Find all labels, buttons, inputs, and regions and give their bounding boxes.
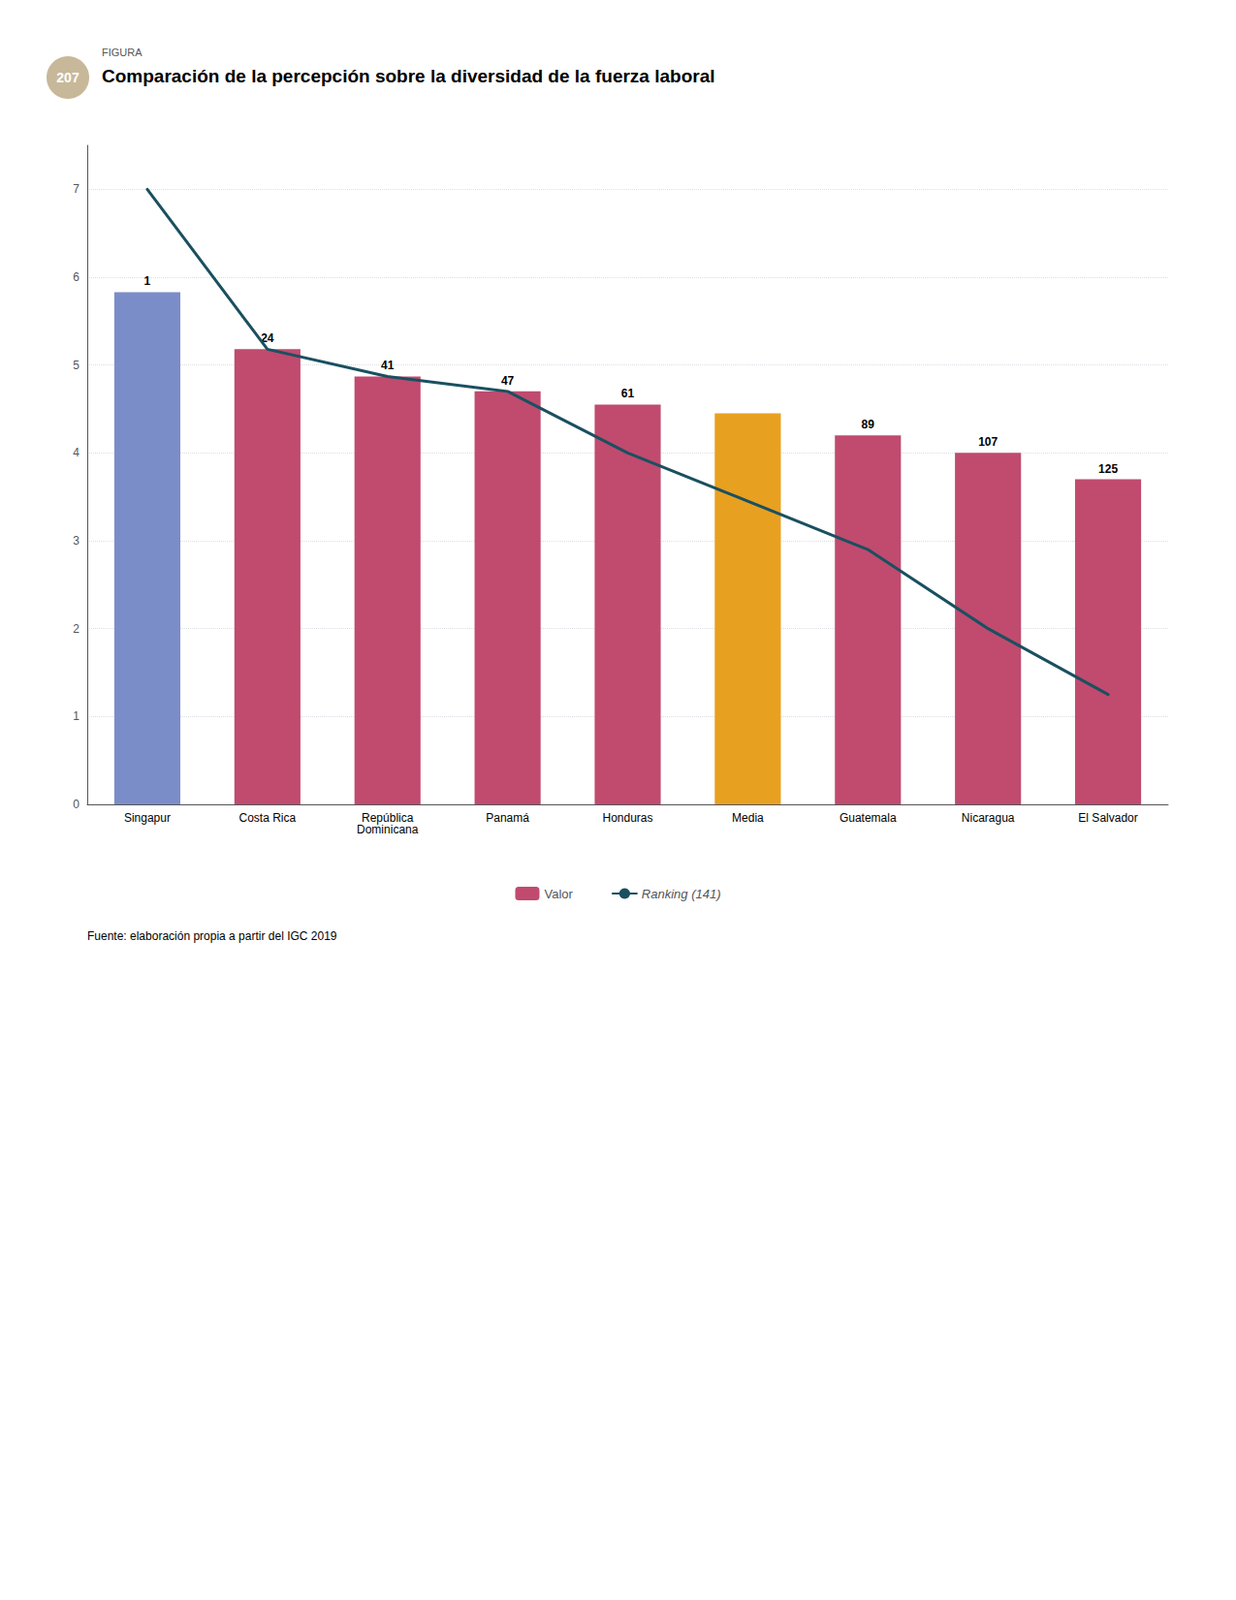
svg-text:1: 1 [144, 274, 152, 288]
svg-text:1: 1 [72, 709, 80, 724]
svg-text:2: 2 [72, 622, 80, 636]
svg-text:Comparación de la percepción s: Comparación de la percepción sobre la di… [101, 65, 715, 87]
svg-text:4: 4 [72, 445, 80, 460]
svg-text:Honduras: Honduras [602, 811, 653, 825]
svg-text:República: República [361, 811, 414, 825]
svg-text:Nicaragua: Nicaragua [961, 811, 1015, 825]
svg-text:24: 24 [260, 331, 274, 346]
svg-text:47: 47 [501, 374, 515, 388]
svg-text:7: 7 [72, 182, 80, 196]
svg-text:3: 3 [72, 534, 80, 548]
svg-text:Singapur: Singapur [124, 811, 171, 825]
svg-text:Dominicana: Dominicana [356, 823, 419, 837]
svg-text:207: 207 [56, 69, 80, 86]
svg-text:6: 6 [72, 270, 80, 285]
svg-text:Panamá: Panamá [485, 811, 530, 825]
svg-text:Guatemala: Guatemala [839, 811, 897, 825]
svg-text:5: 5 [72, 358, 80, 373]
svg-text:Costa Rica: Costa Rica [238, 811, 296, 825]
svg-text:Valor: Valor [543, 887, 573, 902]
svg-text:61: 61 [621, 386, 635, 401]
svg-text:107: 107 [978, 435, 998, 449]
svg-text:Media: Media [731, 811, 764, 825]
svg-text:41: 41 [380, 358, 395, 373]
svg-text:Fuente: elaboración propia a p: Fuente: elaboración propia a partir del … [87, 929, 338, 944]
svg-text:Ranking (141): Ranking (141) [641, 887, 722, 902]
svg-text:0: 0 [72, 797, 80, 812]
svg-text:El Salvador: El Salvador [1077, 811, 1138, 825]
svg-text:FIGURA: FIGURA [101, 46, 143, 59]
svg-text:89: 89 [861, 417, 876, 432]
svg-text:125: 125 [1098, 462, 1118, 476]
